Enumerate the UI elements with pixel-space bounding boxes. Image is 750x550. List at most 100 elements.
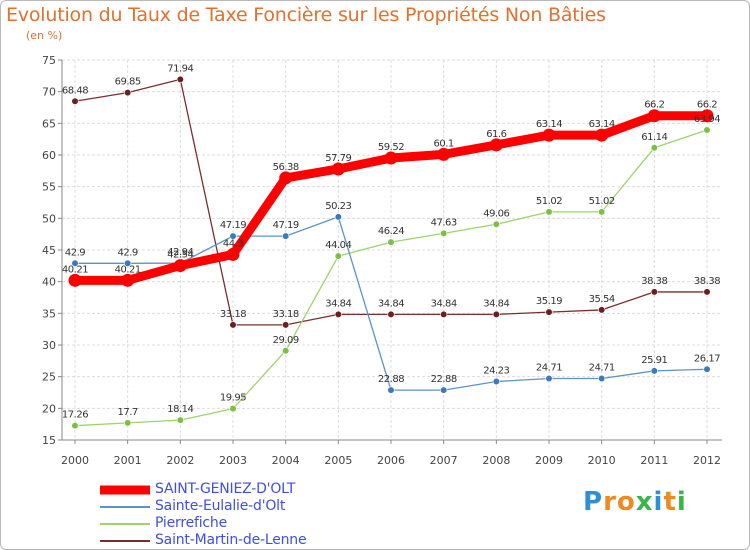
y-tick-label: 40 (42, 276, 56, 289)
data-label: 44.3 (223, 238, 243, 249)
data-label: 42.9 (118, 247, 138, 258)
data-label: 22.88 (431, 374, 457, 385)
data-label: 63.14 (589, 119, 615, 130)
data-label: 35.54 (589, 294, 615, 305)
data-point (229, 321, 237, 329)
logo-letter: i (676, 487, 687, 517)
data-label: 71.94 (167, 63, 193, 74)
data-point (700, 109, 714, 123)
data-label: 57.79 (325, 153, 351, 164)
data-point (440, 310, 448, 318)
data-label: 50.23 (325, 201, 351, 212)
data-point (334, 252, 342, 260)
data-point (598, 208, 606, 216)
data-label: 24.71 (536, 363, 562, 374)
data-label: 61.14 (641, 132, 667, 143)
data-label: 42.9 (65, 247, 85, 258)
data-label: 33.18 (220, 309, 246, 320)
x-tick-label: 2009 (535, 454, 563, 467)
data-point (226, 247, 240, 261)
data-point (703, 126, 711, 134)
data-point (647, 109, 661, 123)
legend-item: Saint-Martin-de-Lenne (100, 532, 360, 549)
data-point (387, 386, 395, 394)
data-point (331, 162, 345, 176)
data-point (650, 367, 658, 375)
y-tick-label: 20 (42, 402, 56, 415)
data-label: 38.38 (694, 276, 720, 287)
data-point (229, 232, 237, 240)
y-tick-label: 30 (42, 339, 56, 352)
data-point (282, 321, 290, 329)
proxiti-logo: Proxiti (583, 487, 687, 517)
data-label: 18.14 (167, 404, 193, 415)
data-point (703, 288, 711, 296)
x-tick-label: 2007 (430, 454, 458, 467)
data-label: 63.14 (536, 119, 562, 130)
data-label: 29.09 (273, 335, 299, 346)
data-point (598, 306, 606, 314)
y-tick-label: 50 (42, 212, 56, 225)
data-label: 24.71 (589, 363, 615, 374)
x-tick-label: 2008 (482, 454, 510, 467)
data-label: 44.04 (325, 240, 351, 251)
y-tick-label: 35 (42, 307, 56, 320)
chart-subtitle: (en %) (26, 29, 63, 42)
logo-letter: o (616, 487, 636, 517)
data-label: 51.02 (536, 196, 562, 207)
data-point (71, 259, 79, 267)
data-point (545, 208, 553, 216)
legend-label: SAINT-GENIEZ-D'OLT (155, 481, 296, 497)
data-point (121, 273, 135, 287)
data-label: 22.88 (378, 374, 404, 385)
data-point (124, 259, 132, 267)
data-point (384, 151, 398, 165)
data-point (703, 365, 711, 373)
data-label: 34.84 (431, 298, 457, 309)
data-label: 47.19 (273, 220, 299, 231)
x-tick-label: 2012 (693, 454, 721, 467)
logo-letter: i (653, 487, 664, 517)
data-point (489, 138, 503, 152)
x-tick-label: 2003 (219, 454, 247, 467)
legend-label: Saint-Martin-de-Lenne (155, 532, 307, 548)
data-point (124, 419, 132, 427)
data-label: 47.63 (431, 217, 457, 228)
data-label: 34.84 (325, 298, 351, 309)
data-point (71, 422, 79, 430)
data-label: 59.52 (378, 142, 404, 153)
data-label: 35.19 (536, 296, 562, 307)
data-point (440, 229, 448, 237)
data-point (595, 128, 609, 142)
data-label: 33.18 (273, 309, 299, 320)
data-label: 66.2 (697, 100, 717, 111)
data-point (542, 128, 556, 142)
legend-label: Sainte-Eulalie-d'Olt (155, 498, 286, 514)
data-point (124, 89, 132, 97)
x-tick-label: 2005 (324, 454, 352, 467)
data-label: 51.02 (589, 196, 615, 207)
legend-swatch (100, 522, 150, 525)
data-label: 40.21 (115, 264, 141, 275)
data-label: 56.38 (273, 162, 299, 173)
data-label: 26.17 (694, 353, 720, 364)
data-point (387, 310, 395, 318)
data-point (492, 310, 500, 318)
data-label: 68.48 (62, 85, 88, 96)
logo-letter: P (583, 487, 604, 517)
data-label: 60.1 (434, 138, 454, 149)
chart-legend: SAINT-GENIEZ-D'OLT Sainte-Eulalie-d'Olt … (100, 481, 360, 549)
x-tick-label: 2004 (272, 454, 300, 467)
data-label: 66.2 (644, 100, 664, 111)
data-point (650, 144, 658, 152)
data-point (598, 374, 606, 383)
x-tick-label: 2001 (114, 454, 142, 467)
data-label: 17.26 (62, 410, 88, 421)
data-label: 25.91 (641, 355, 667, 366)
data-label: 38.38 (641, 276, 667, 287)
x-tick-label: 2000 (61, 454, 89, 467)
x-tick-label: 2010 (588, 454, 616, 467)
data-label: 69.85 (115, 77, 141, 88)
data-point (437, 147, 451, 161)
y-tick-label: 65 (42, 117, 56, 130)
